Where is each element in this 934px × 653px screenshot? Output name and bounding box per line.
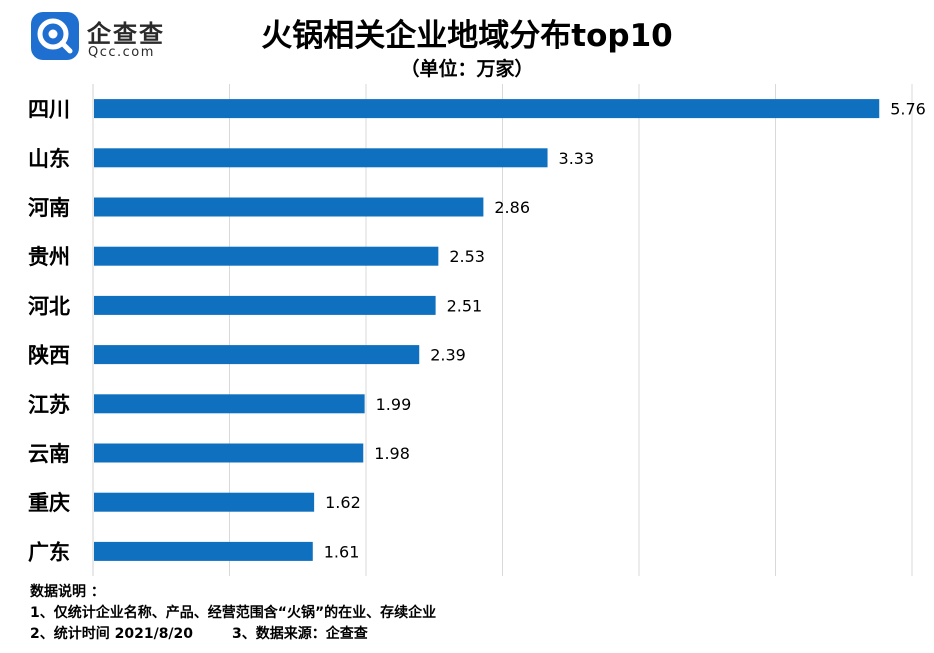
bar xyxy=(94,197,484,217)
notes-line-2: 2、统计时间 2021/8/20 3、数据来源：企查查 xyxy=(30,626,368,642)
value-label: 5.76 xyxy=(890,100,926,119)
chart-title: 火锅相关企业地域分布top10 xyxy=(261,18,673,54)
notes-line-1: 1、仅统计企业名称、产品、经营范围含“火锅”的在业、存续企业 xyxy=(30,605,437,621)
value-label: 1.61 xyxy=(324,542,360,561)
bar xyxy=(94,246,439,266)
value-label: 1.98 xyxy=(374,444,410,463)
value-label: 2.53 xyxy=(449,247,485,266)
value-label: 1.62 xyxy=(325,493,361,512)
data-notes: 数据说明 ： 1、仅统计企业名称、产品、经营范围含“火锅”的在业、存续企业 2、… xyxy=(30,582,436,645)
logo-name: 企查查 xyxy=(87,20,165,48)
value-label: 2.51 xyxy=(447,296,483,315)
bar xyxy=(94,295,436,315)
category-label: 四川 xyxy=(28,98,70,122)
category-label: 云南 xyxy=(28,442,70,466)
chart-subtitle: （单位：万家） xyxy=(400,58,534,80)
category-label: 重庆 xyxy=(28,491,70,515)
category-label: 河北 xyxy=(28,294,70,318)
bar xyxy=(94,148,548,168)
value-label: 3.33 xyxy=(559,149,595,168)
bar xyxy=(94,443,364,463)
notes-heading: 数据说明 ： xyxy=(30,584,105,600)
category-label: 广东 xyxy=(28,540,70,564)
bar xyxy=(94,541,313,561)
category-label: 江苏 xyxy=(28,393,70,417)
category-label: 陕西 xyxy=(28,344,70,368)
logo: 企查查 Qcc.com xyxy=(31,12,181,68)
bar xyxy=(94,394,365,414)
bar xyxy=(94,99,880,119)
value-label: 2.86 xyxy=(494,198,530,217)
logo-domain: Qcc.com xyxy=(88,45,155,60)
category-label: 山东 xyxy=(28,147,70,171)
qcc-logo-icon xyxy=(31,12,79,60)
bar xyxy=(94,492,315,512)
value-label: 2.39 xyxy=(430,346,466,365)
bar xyxy=(94,345,420,365)
category-label: 贵州 xyxy=(28,245,70,269)
value-label: 1.99 xyxy=(376,395,412,414)
category-label: 河南 xyxy=(28,196,70,220)
